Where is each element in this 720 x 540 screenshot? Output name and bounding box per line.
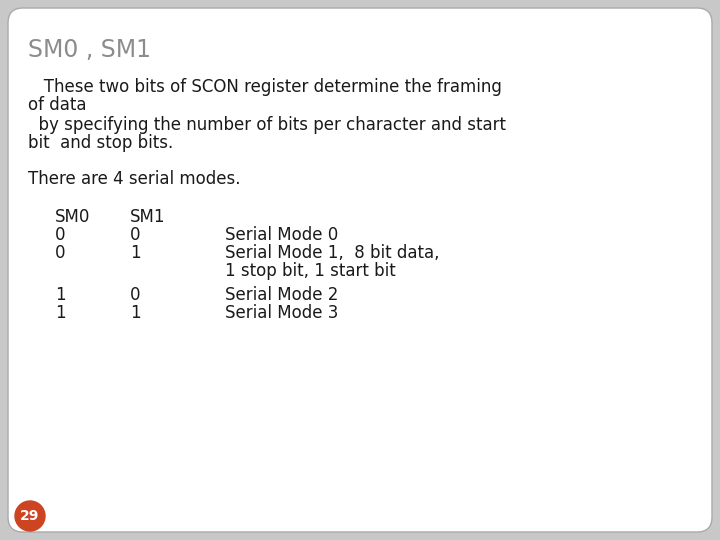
Text: bit  and stop bits.: bit and stop bits. xyxy=(28,134,174,152)
Text: 0: 0 xyxy=(130,226,140,244)
Text: 1 stop bit, 1 start bit: 1 stop bit, 1 start bit xyxy=(225,262,396,280)
Circle shape xyxy=(15,501,45,531)
Text: These two bits of SCON register determine the framing: These two bits of SCON register determin… xyxy=(28,78,502,96)
Text: 1: 1 xyxy=(130,244,140,262)
Text: 1: 1 xyxy=(55,286,66,304)
Text: SM0 , SM1: SM0 , SM1 xyxy=(28,38,151,62)
Text: Serial Mode 3: Serial Mode 3 xyxy=(225,304,338,322)
Text: Serial Mode 0: Serial Mode 0 xyxy=(225,226,338,244)
Text: 1: 1 xyxy=(55,304,66,322)
Text: of data: of data xyxy=(28,96,86,114)
Text: 29: 29 xyxy=(20,509,40,523)
Text: by specifying the number of bits per character and start: by specifying the number of bits per cha… xyxy=(28,116,506,134)
FancyBboxPatch shape xyxy=(8,8,712,532)
Text: 0: 0 xyxy=(55,244,66,262)
Text: Serial Mode 2: Serial Mode 2 xyxy=(225,286,338,304)
Text: There are 4 serial modes.: There are 4 serial modes. xyxy=(28,170,240,188)
Text: SM0: SM0 xyxy=(55,208,91,226)
Text: 0: 0 xyxy=(55,226,66,244)
Text: 0: 0 xyxy=(130,286,140,304)
Text: SM1: SM1 xyxy=(130,208,166,226)
Text: 1: 1 xyxy=(130,304,140,322)
Text: Serial Mode 1,  8 bit data,: Serial Mode 1, 8 bit data, xyxy=(225,244,439,262)
